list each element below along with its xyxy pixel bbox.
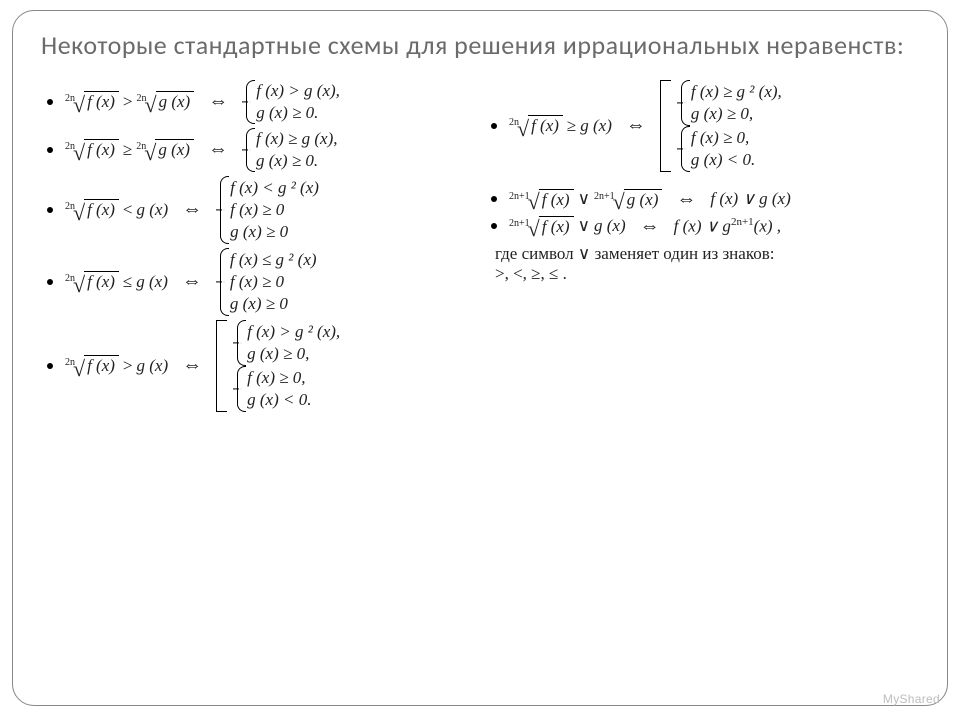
rhs-text: f (x) ∨ g (x) bbox=[710, 189, 790, 209]
scheme-item: 2n√f (x) ≤ g (x) ⇔ f (x) ≤ g ² (x) f (x)… bbox=[41, 248, 475, 316]
bullet-icon bbox=[491, 196, 497, 202]
root-2n-f: 2n √ f (x) bbox=[65, 91, 119, 112]
scheme-item: 2n√f (x) ≥ 2n√g (x) ⇔ f (x) ≥ g (x), g (… bbox=[41, 128, 475, 172]
iff-symbol: ⇔ bbox=[208, 90, 228, 113]
line: f (x) < g ² (x) bbox=[230, 177, 319, 199]
slide-frame: Некоторые стандартные схемы для решения … bbox=[12, 10, 948, 706]
root-2n-g: 2n √ g (x) bbox=[137, 91, 195, 112]
scheme-item: 2n√f (x) > g (x) ⇔ f (x) > g ² (x), bbox=[41, 320, 475, 412]
bullet-icon bbox=[47, 279, 53, 285]
bullet-icon bbox=[47, 147, 53, 153]
scheme-item: 2n+1√f (x) ∨ 2n+1√g (x) ⇔ f (x) ∨ g (x) bbox=[485, 188, 919, 211]
bullet-icon bbox=[47, 99, 53, 105]
union-system: f (x) > g ² (x), g (x) ≥ 0, f (x) ≥ 0, g… bbox=[216, 320, 340, 412]
bullet-icon bbox=[47, 207, 53, 213]
brace-icon bbox=[242, 80, 254, 124]
scheme-item: 2n √ f (x) > 2n √ g (x) ⇔ bbox=[41, 80, 475, 124]
left-column: 2n √ f (x) > 2n √ g (x) ⇔ bbox=[41, 76, 475, 416]
scheme-item: 2n√f (x) ≥ g (x) ⇔ f (x) ≥ g ² (x), bbox=[485, 80, 919, 172]
page-title: Некоторые стандартные схемы для решения … bbox=[41, 29, 919, 62]
rhs-text: f (x) ∨ g2n+1(x) , bbox=[674, 216, 781, 237]
scheme-item: 2n+1√f (x) ∨ g (x) ⇔ f (x) ∨ g2n+1(x) , bbox=[485, 215, 919, 238]
bullet-icon bbox=[47, 363, 53, 369]
bullet-icon bbox=[491, 123, 497, 129]
system: f (x) > g (x), g (x) ≥ 0. bbox=[242, 80, 340, 124]
lhs: 2n √ f (x) > 2n √ g (x) bbox=[65, 91, 194, 112]
bullet-icon bbox=[491, 223, 497, 229]
content-columns: 2n √ f (x) > 2n √ g (x) ⇔ bbox=[41, 76, 919, 416]
right-column: 2n√f (x) ≥ g (x) ⇔ f (x) ≥ g ² (x), bbox=[485, 76, 919, 416]
footnote: где символ ∨ заменяет один из знаков: >,… bbox=[495, 244, 919, 284]
bracket-icon bbox=[216, 320, 227, 412]
scheme-item: 2n√f (x) < g (x) ⇔ f (x) < g ² (x) f (x)… bbox=[41, 176, 475, 244]
bracket-icon bbox=[660, 80, 671, 172]
watermark: MyShared bbox=[883, 692, 940, 706]
